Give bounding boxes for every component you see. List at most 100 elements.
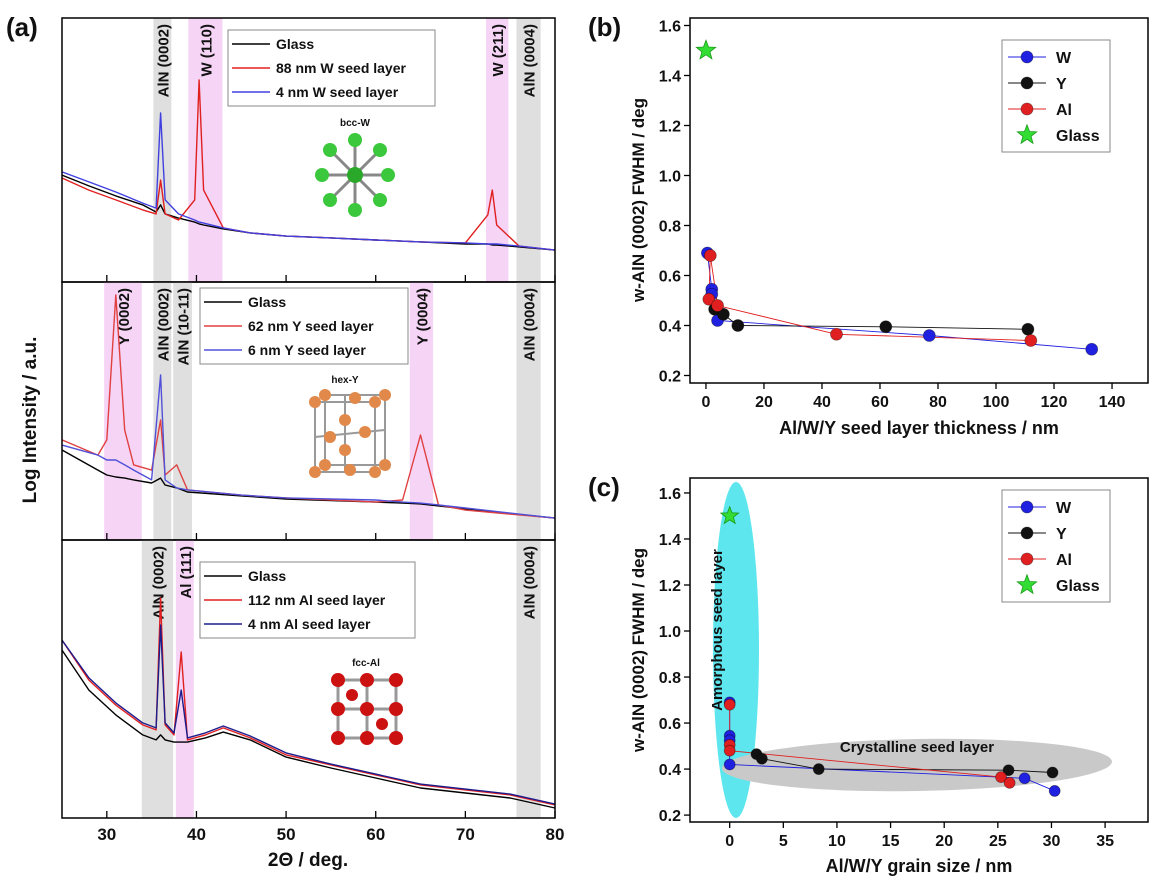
y-tick-label: 0.8 (659, 219, 681, 236)
peak-label: Y (0004) (414, 288, 431, 345)
legend-marker (1021, 77, 1033, 89)
peak-label: W (110) (198, 24, 215, 77)
point (813, 764, 824, 775)
legend-label: 6 nm Y seed layer (248, 342, 366, 358)
x-tick-label: 20 (935, 833, 953, 850)
legend-label: Glass (1056, 578, 1100, 595)
annotation: Amorphous seed layer (709, 549, 726, 711)
x-axis-title: Al/W/Y grain size / nm (826, 856, 1013, 876)
legend-label: Al (1056, 552, 1072, 569)
y-axis-title: Log Intensity / a.u. (20, 337, 41, 504)
legend-label: 62 nm Y seed layer (248, 318, 374, 334)
x-tick-label: 80 (546, 825, 565, 844)
y-tick-label: 0.6 (659, 269, 681, 286)
legend-label: Y (1056, 526, 1067, 543)
x-axis-title: Al/W/Y seed layer thickness / nm (779, 418, 1059, 438)
x-tick-label: 20 (755, 394, 773, 411)
y-tick-label: 1.2 (659, 578, 681, 595)
legend-marker (1021, 51, 1033, 63)
x-tick-label: 30 (1043, 833, 1061, 850)
inset-fcc-al (331, 673, 403, 745)
point (756, 753, 767, 764)
legend-label: Y (1056, 76, 1067, 93)
legend-label: Glass (248, 568, 286, 584)
x-tick-label: 35 (1096, 833, 1114, 850)
legend-label: 112 nm Al seed layer (248, 592, 386, 608)
point (1004, 777, 1015, 788)
x-tick-label: 30 (97, 825, 116, 844)
inset-bcc-w (315, 133, 395, 217)
point (1047, 767, 1058, 778)
x-tick-label: 60 (871, 394, 889, 411)
point (923, 330, 935, 342)
point (712, 300, 724, 312)
x-tick-label: 70 (456, 825, 475, 844)
x-tick-label: 15 (882, 833, 900, 850)
y-axis-title: w-AlN (0002) FWHM / deg (629, 548, 648, 753)
legend-label: W (1056, 500, 1072, 517)
x-tick-label: 140 (1099, 394, 1126, 411)
y-tick-label: 1.6 (659, 19, 681, 36)
point (732, 320, 744, 332)
y-tick-label: 1.6 (659, 486, 681, 503)
y-tick-label: 1.0 (659, 169, 681, 186)
legend-label: Glass (248, 294, 286, 310)
inset-label: bcc-W (340, 118, 371, 129)
x-tick-label: 60 (366, 825, 385, 844)
y-tick-label: 0.4 (659, 762, 681, 779)
panel-label: (a) (6, 12, 38, 42)
peak-label: AlN (0004) (522, 24, 539, 97)
legend-marker (1021, 553, 1033, 565)
x-tick-label: 0 (702, 394, 711, 411)
x-tick-label: 50 (277, 825, 296, 844)
x-tick-label: 5 (779, 833, 788, 850)
legend-label: 4 nm Al seed layer (248, 616, 371, 632)
y-tick-label: 1.0 (659, 624, 681, 641)
point (1025, 335, 1037, 347)
y-axis-title: w-AlN (0002) FWHM / deg (629, 98, 648, 303)
x-tick-label: 40 (187, 825, 206, 844)
point (1049, 785, 1060, 796)
point (724, 759, 735, 770)
inset-label: fcc-Al (352, 658, 380, 669)
y-tick-label: 0.4 (659, 319, 681, 336)
point (1022, 323, 1034, 335)
x-tick-label: 25 (989, 833, 1007, 850)
peak-label: AlN (10-11) (176, 288, 193, 366)
point (724, 745, 735, 756)
x-tick-label: 100 (983, 394, 1010, 411)
legend-label: Glass (1056, 128, 1100, 145)
x-tick-label: 40 (813, 394, 831, 411)
figure: (a) 2Θ / deg. Log Intensity / a.u. (b) A… (0, 0, 1152, 880)
peak-label: Al (111) (178, 546, 195, 599)
point (1086, 343, 1098, 355)
y-tick-label: 0.8 (659, 670, 681, 687)
page: (a) 2Θ / deg. Log Intensity / a.u. (b) A… (0, 0, 1152, 880)
point (1019, 773, 1030, 784)
y-tick-label: 0.2 (659, 808, 681, 825)
point (830, 328, 842, 340)
peak-label: AlN (0004) (522, 288, 539, 361)
y-tick-label: 1.4 (659, 532, 681, 549)
x-tick-label: 80 (929, 394, 947, 411)
y-tick-label: 0.2 (659, 369, 681, 386)
panel-label: (b) (588, 12, 621, 42)
peak-label: AlN (0002) (150, 546, 167, 619)
legend-label: Al (1056, 102, 1072, 119)
peak-label: W (211) (490, 24, 507, 77)
x-tick-label: 0 (725, 833, 734, 850)
point (880, 321, 892, 333)
legend-label: 88 nm W seed layer (276, 60, 407, 76)
inset-label: hex-Y (331, 375, 359, 386)
legend-label: 4 nm W seed layer (276, 84, 399, 100)
y-tick-label: 0.6 (659, 716, 681, 733)
peak-label: AlN (0002) (155, 288, 172, 361)
panel-label: (c) (588, 472, 620, 502)
legend-marker (1021, 103, 1033, 115)
x-axis-title: 2Θ / deg. (268, 850, 348, 871)
y-tick-label: 1.2 (659, 119, 681, 136)
peak-label: AlN (0002) (155, 24, 172, 97)
point (704, 250, 716, 262)
legend-marker (1021, 527, 1033, 539)
legend-marker (1021, 501, 1033, 513)
